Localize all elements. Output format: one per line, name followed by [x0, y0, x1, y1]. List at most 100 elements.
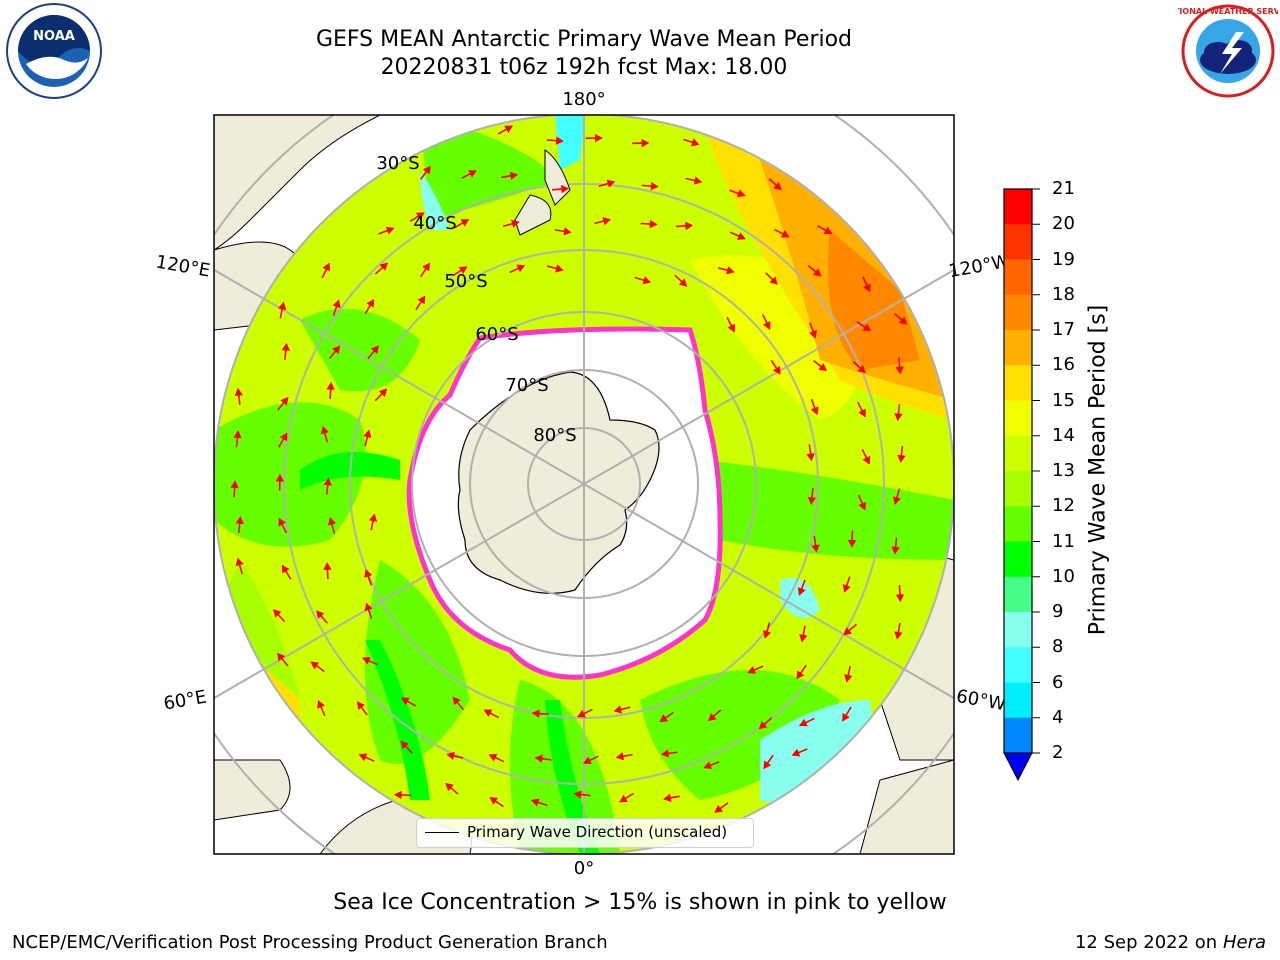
- wave-arrow-head: [857, 364, 866, 374]
- wave-direction-arrows: [230, 125, 908, 813]
- colorbar-tick-label: 6: [1052, 671, 1064, 693]
- wave-arrow-head: [690, 138, 700, 147]
- wave-arrow-head: [726, 266, 735, 275]
- wave-arrow-head: [897, 454, 906, 463]
- wave-arrow-head: [415, 212, 425, 221]
- colorbar-segment: [1004, 365, 1032, 401]
- wave-arrow-head: [812, 268, 822, 277]
- wave-arrow-head: [791, 748, 801, 757]
- wave-arrow-head: [602, 217, 612, 226]
- colorbar-segment: [1004, 435, 1032, 472]
- wave-arrow-head: [642, 276, 652, 285]
- wave-arrow-head: [895, 594, 905, 603]
- wave-arrow-head: [555, 264, 564, 273]
- wave-arrow-head: [332, 345, 341, 355]
- wave-arrow-head: [678, 278, 688, 287]
- wave-arrow-head: [378, 388, 388, 397]
- lat-label-70s: 70°S: [505, 375, 548, 396]
- lon-label-180: 180°: [562, 89, 605, 110]
- wave-arrow-head: [863, 283, 871, 293]
- wave-arrow-head: [323, 477, 332, 486]
- colorbar-tick-label: 4: [1052, 706, 1064, 728]
- meridian-lines: [214, 115, 954, 854]
- wave-arrow-head: [366, 298, 375, 308]
- wave-arrow-head: [460, 219, 470, 227]
- wave-arrow-head: [458, 266, 468, 275]
- wave-arrow-head: [573, 790, 582, 799]
- wave-arrow-head: [762, 630, 772, 639]
- colorbar: [1004, 188, 1040, 754]
- wave-arrow-head: [843, 627, 852, 636]
- wave-arrow-head: [534, 754, 543, 763]
- wave-arrow-head: [898, 316, 908, 325]
- system-name: Hera: [1222, 932, 1266, 953]
- colorbar-tick-label: 14: [1052, 424, 1075, 446]
- wave-arrow-head: [772, 366, 781, 375]
- wave-arrow-head: [842, 712, 850, 722]
- colorbar-extend-triangle: [1003, 752, 1033, 782]
- wave-arrow-head: [370, 345, 379, 355]
- colorbar-tick-label: 16: [1052, 354, 1075, 376]
- wave-arrow-head: [649, 219, 658, 229]
- wave-arrow-head: [320, 425, 329, 435]
- colorbar-segment: [1004, 189, 1032, 225]
- wave-arrow-head: [780, 230, 790, 238]
- colorbar-tick-label: 11: [1052, 530, 1075, 552]
- colorbar-tick-label: 2: [1052, 742, 1064, 763]
- wave-arrow-head: [583, 756, 592, 765]
- wave-arrow-head: [773, 182, 782, 191]
- colorbar-outline: [1003, 188, 1033, 754]
- wave-arrow-head: [235, 516, 244, 525]
- wave-arrow-head: [809, 330, 818, 339]
- wave-arrow-head: [323, 562, 332, 571]
- colorbar-tick-label: 13: [1052, 460, 1075, 481]
- wave-arrow-head: [234, 387, 243, 397]
- wave-arrow-head: [417, 295, 426, 305]
- colorbar-segment: [1004, 224, 1032, 260]
- colorbar-tick-label: 12: [1052, 495, 1075, 517]
- wave-arrow-head: [862, 323, 872, 332]
- nws-logo: NATIONAL WEATHER SERVICE: [1178, 4, 1278, 98]
- wave-arrow-head: [663, 793, 672, 803]
- wave-arrow-head: [858, 501, 867, 511]
- wave-arrow-head: [891, 546, 900, 555]
- wave-arrow-head: [516, 264, 526, 273]
- wave-arrow-head: [892, 496, 901, 505]
- wave-arrow-head: [763, 760, 772, 770]
- colorbar-segment: [1004, 541, 1032, 578]
- wave-arrow-head: [858, 408, 866, 418]
- legend-line-sample: [425, 832, 459, 833]
- wave-arrow-head: [233, 430, 242, 439]
- colorbar-tick-label: 8: [1052, 636, 1064, 658]
- wave-arrow-head: [762, 321, 771, 330]
- lat-label-50s: 50°S: [444, 271, 487, 292]
- colorbar-segment: [1004, 647, 1032, 683]
- colorbar-segment: [1004, 330, 1032, 366]
- colorbar-segment: [1004, 576, 1032, 613]
- wave-arrow-head: [326, 381, 335, 390]
- colorbar-label: Primary Wave Mean Period [s]: [1085, 304, 1111, 636]
- wave-arrow-head: [613, 705, 623, 714]
- wave-arrow-head: [747, 666, 757, 674]
- wave-arrow-head: [844, 674, 853, 683]
- wave-arrow-head: [489, 796, 499, 805]
- wave-arrow-head: [483, 709, 493, 717]
- wave-arrow-head: [615, 752, 625, 761]
- wave-arrow-head: [379, 262, 389, 271]
- wave-arrow-head: [316, 610, 325, 619]
- wave-arrow-head: [364, 602, 373, 612]
- lat-label-60s: 60°S: [475, 324, 518, 345]
- wave-arrow-head: [693, 176, 703, 185]
- wave-arrow-head: [446, 751, 455, 761]
- colorbar-tick-label: 9: [1052, 601, 1064, 622]
- colorbar-segment: [1004, 506, 1032, 542]
- wave-arrow-head: [619, 794, 628, 803]
- colorbar-segment: [1004, 471, 1032, 507]
- wave-arrow-head: [230, 480, 239, 489]
- wave-arrow-head: [368, 513, 378, 522]
- wave-arrow-head: [422, 165, 431, 175]
- lon-label-0: 0°: [574, 858, 594, 879]
- colorbar-tick-label: 10: [1052, 565, 1075, 587]
- wave-arrow-head: [509, 171, 519, 180]
- wave-arrow-head: [327, 517, 337, 526]
